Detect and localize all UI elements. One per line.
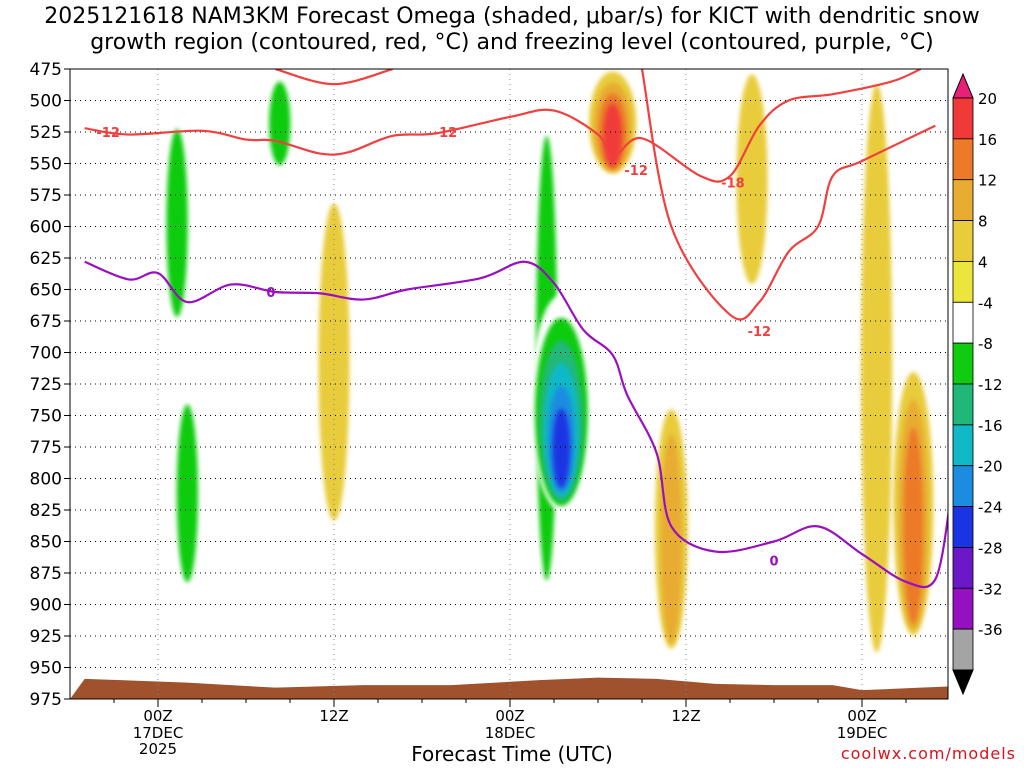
colorbar-label: 4 <box>978 253 988 271</box>
omega-feature <box>269 81 291 166</box>
colorbar-bottom-arrow <box>952 669 974 696</box>
colorbar-label: -12 <box>978 376 1003 394</box>
contour-dgz-mid <box>640 69 936 321</box>
x-axis-label: Forecast Time (UTC) <box>411 742 613 766</box>
y-tick-label: 900 <box>30 596 62 616</box>
x-tick-sublabel: 19DEC <box>837 724 888 742</box>
y-tick-label: 825 <box>30 501 62 521</box>
y-tick-label: 650 <box>30 281 62 301</box>
omega-feature <box>166 128 188 318</box>
y-tick-label: 750 <box>30 407 62 427</box>
y-axis: 475 500 525 550 575 600 625 650 675 700 725 750 775 8… <box>30 60 70 710</box>
colorbar-top-arrow <box>952 72 974 99</box>
credit-text: coolwx.com/models <box>840 744 1016 763</box>
y-tick-label: 800 <box>30 470 62 490</box>
omega-feature <box>552 408 570 488</box>
colorbar-label: -16 <box>978 417 1003 435</box>
x-tick-label: 00Z <box>143 707 172 725</box>
terrain-fill <box>70 677 948 699</box>
y-tick-label: 475 <box>30 60 62 80</box>
contour-label: 0 <box>769 554 778 569</box>
colorbar-segment <box>952 301 974 344</box>
x-tick-label: 00Z <box>847 707 876 725</box>
colorbar-segment <box>952 97 974 140</box>
y-tick-label: 625 <box>30 249 62 269</box>
grid <box>70 69 948 699</box>
colorbar-segment <box>952 506 974 548</box>
omega-feature <box>318 203 350 521</box>
y-tick-label: 575 <box>30 186 62 206</box>
y-tick-label: 725 <box>30 375 62 395</box>
contour-label: -12 <box>748 325 772 340</box>
chart-title-line-1: 2025121618 NAM3KM Forecast Omega (shaded… <box>44 4 980 29</box>
y-tick-label: 975 <box>30 690 62 710</box>
y-tick-label: 700 <box>30 344 62 364</box>
x-tick-sublabel: 2025 <box>139 740 177 758</box>
x-tick-label: 12Z <box>319 707 348 725</box>
y-tick-label: 550 <box>30 155 62 175</box>
omega-feature <box>176 404 198 583</box>
colorbar-label: 16 <box>978 131 997 149</box>
colorbar-segment <box>952 587 974 630</box>
y-tick-label: 500 <box>30 92 62 112</box>
omega-feature <box>660 434 682 644</box>
colorbar-label: -32 <box>978 580 1003 598</box>
y-tick-label: 950 <box>30 659 62 679</box>
x-tick-label: 00Z <box>495 707 524 725</box>
colorbar-label: -4 <box>978 294 993 312</box>
omega-feature <box>861 83 893 653</box>
plot-background <box>70 69 948 699</box>
x-tick-sublabel: 18DEC <box>485 724 536 742</box>
y-tick-label: 925 <box>30 627 62 647</box>
colorbar-segment <box>952 220 974 262</box>
colorbar: 20 16 12 8 4 -4 -8 -12 -16 -20 -24 -28 -32 -36 <box>952 72 1003 696</box>
colorbar-segment <box>952 628 974 671</box>
colorbar-segment <box>952 138 974 181</box>
colorbar-label: -24 <box>978 499 1003 517</box>
colorbar-segment <box>952 383 974 426</box>
contour-label: -12 <box>96 126 120 141</box>
contour-dgz-ridge <box>275 69 393 86</box>
contour-freezing-level <box>84 260 948 589</box>
colorbar-segment <box>952 465 974 507</box>
contour-label: -18 <box>721 176 745 191</box>
y-tick-label: 525 <box>30 123 62 143</box>
plot-area: -12 -12 -12 -18 -12 0 0 <box>70 69 948 699</box>
colorbar-segment <box>952 179 974 221</box>
colorbar-label: 12 <box>978 172 997 190</box>
contour-label: 0 <box>266 286 275 301</box>
chart-title-line-2: growth region (contoured, red, °C) and f… <box>90 30 934 55</box>
colorbar-segment <box>952 261 974 303</box>
colorbar-label: 20 <box>978 90 997 108</box>
y-tick-label: 675 <box>30 312 62 332</box>
y-tick-label: 600 <box>30 218 62 238</box>
contour-label: -12 <box>434 126 458 141</box>
x-tick-label: 12Z <box>671 707 700 725</box>
colorbar-label: 8 <box>978 213 988 231</box>
colorbar-label: -36 <box>978 621 1003 639</box>
colorbar-label: -8 <box>978 335 993 353</box>
contour-label: -12 <box>624 164 648 179</box>
colorbar-segment <box>952 424 974 467</box>
y-tick-label: 875 <box>30 564 62 584</box>
y-tick-label: 775 <box>30 438 62 458</box>
x-tick-sublabel: 17DEC <box>133 724 184 742</box>
contour-dgz-upper <box>84 69 922 183</box>
y-tick-label: 850 <box>30 533 62 553</box>
omega-feature <box>903 427 924 625</box>
colorbar-label: -28 <box>978 539 1003 557</box>
colorbar-segment <box>952 547 974 589</box>
colorbar-label: -20 <box>978 458 1003 476</box>
colorbar-segment <box>952 342 974 385</box>
